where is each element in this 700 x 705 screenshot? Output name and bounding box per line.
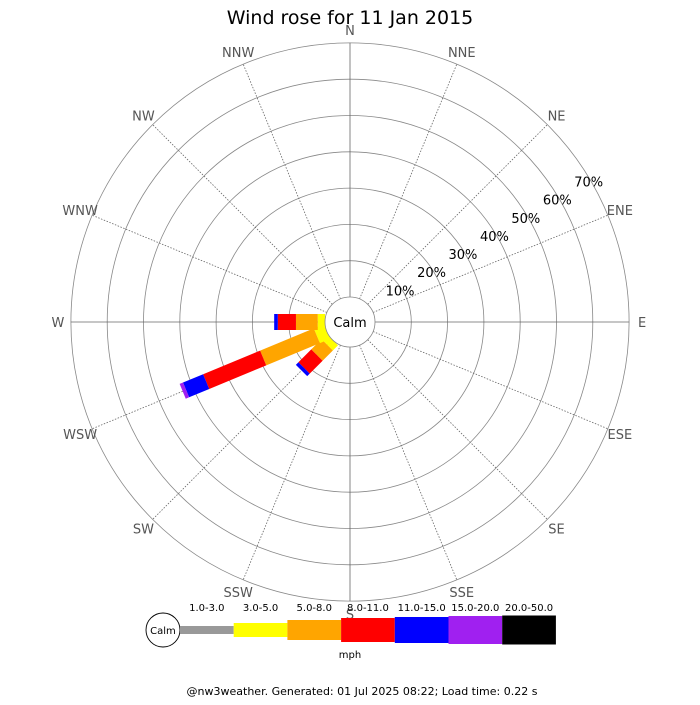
spoke-nne (359, 63, 458, 300)
bar-w-bin-3 (277, 314, 296, 330)
direction-label-s: S (346, 608, 354, 623)
direction-label-ese: ESE (608, 428, 633, 443)
legend-calm-label: Calm (150, 626, 176, 637)
bar-sw-bin-2 (311, 339, 333, 361)
direction-label-ene: ENE (607, 204, 633, 219)
spoke-ese (372, 331, 609, 430)
spoke-nnw (242, 63, 341, 300)
legend-swatch-4 (394, 617, 449, 643)
ring-label-10: 10% (386, 284, 415, 299)
legend-swatch-5 (448, 616, 503, 644)
legend-swatch-1 (233, 623, 288, 637)
spoke-sse (359, 344, 458, 581)
bar-wsw-bin-3 (203, 350, 267, 389)
legend-label-6: 20.0-50.0 (505, 603, 553, 614)
calm-circle (324, 296, 376, 348)
ring-label-30: 30% (449, 248, 478, 263)
bar-sw-bin-3 (298, 349, 323, 374)
bar-w-bin-1 (317, 314, 325, 330)
spoke-ene (372, 214, 609, 313)
bar-wsw-bin-4 (182, 374, 210, 398)
direction-labels: N NNE NE ENE E ESE SE SSE S SSW SW WSW W WNW NW NNW (51, 24, 646, 623)
legend-label-4: 11.0-15.0 (398, 603, 446, 614)
direction-label-wnw: WNW (62, 204, 98, 219)
direction-label-se: SE (548, 523, 564, 538)
spoke-ne (367, 124, 548, 305)
direction-label-nne: NNE (448, 46, 476, 61)
ring-label-60: 60% (543, 194, 572, 209)
direction-label-nnw: NNW (222, 46, 254, 61)
direction-label-e: E (638, 316, 646, 331)
spoke-nw (152, 124, 333, 305)
chart-title: Wind rose for 11 Jan 2015 (227, 7, 474, 29)
legend-units: mph (339, 650, 361, 661)
legend-label-3: 8.0-11.0 (347, 603, 389, 614)
legend-label-0: 1.0-3.0 (189, 603, 224, 614)
legend-swatch-2 (287, 620, 342, 640)
legend-label-2: 5.0-8.0 (297, 603, 332, 614)
spoke-ssw (242, 344, 341, 581)
bar-w-bin-2 (295, 314, 318, 330)
legend-swatch-0 (180, 626, 234, 634)
calm-center: Calm (324, 296, 376, 348)
ring-label-20: 20% (417, 266, 446, 281)
direction-label-ssw: SSW (224, 586, 254, 601)
direction-label-sse: SSE (449, 586, 474, 601)
wind-bars (179, 314, 338, 399)
ring-label-40: 40% (480, 230, 509, 245)
percent-labels: 10%20%30%40%50%60%70% (386, 175, 604, 299)
direction-label-sw: SW (133, 523, 154, 538)
ring-label-70: 70% (574, 175, 603, 190)
legend-swatch-3 (341, 618, 395, 642)
spoke-wnw (91, 214, 328, 313)
calm-label: Calm (333, 316, 366, 331)
legend-label-5: 15.0-20.0 (451, 603, 499, 614)
legend-label-1: 3.0-5.0 (243, 603, 278, 614)
direction-label-nw: NW (132, 109, 155, 124)
speed-legend: Calm 1.0-3.0 3.0-5.0 5.0-8.0 8.0-11.0 11.0-15… (145, 603, 556, 661)
footer-text: @nw3weather. Generated: 01 Jul 2025 08:2… (187, 685, 538, 698)
direction-label-w: W (51, 316, 64, 331)
bar-sw-bin-4 (295, 362, 310, 377)
legend-swatch-6 (502, 615, 556, 645)
direction-label-n: N (345, 24, 355, 39)
direction-label-ne: NE (548, 109, 566, 124)
bar-wsw-bin-5 (179, 382, 190, 399)
bar-wsw-bin-2 (260, 328, 320, 366)
direction-spokes (70, 42, 630, 602)
spoke-se (367, 339, 548, 520)
direction-label-wsw: WSW (63, 428, 97, 443)
bar-w-bin-4 (274, 314, 278, 330)
ring-label-50: 50% (511, 212, 540, 227)
